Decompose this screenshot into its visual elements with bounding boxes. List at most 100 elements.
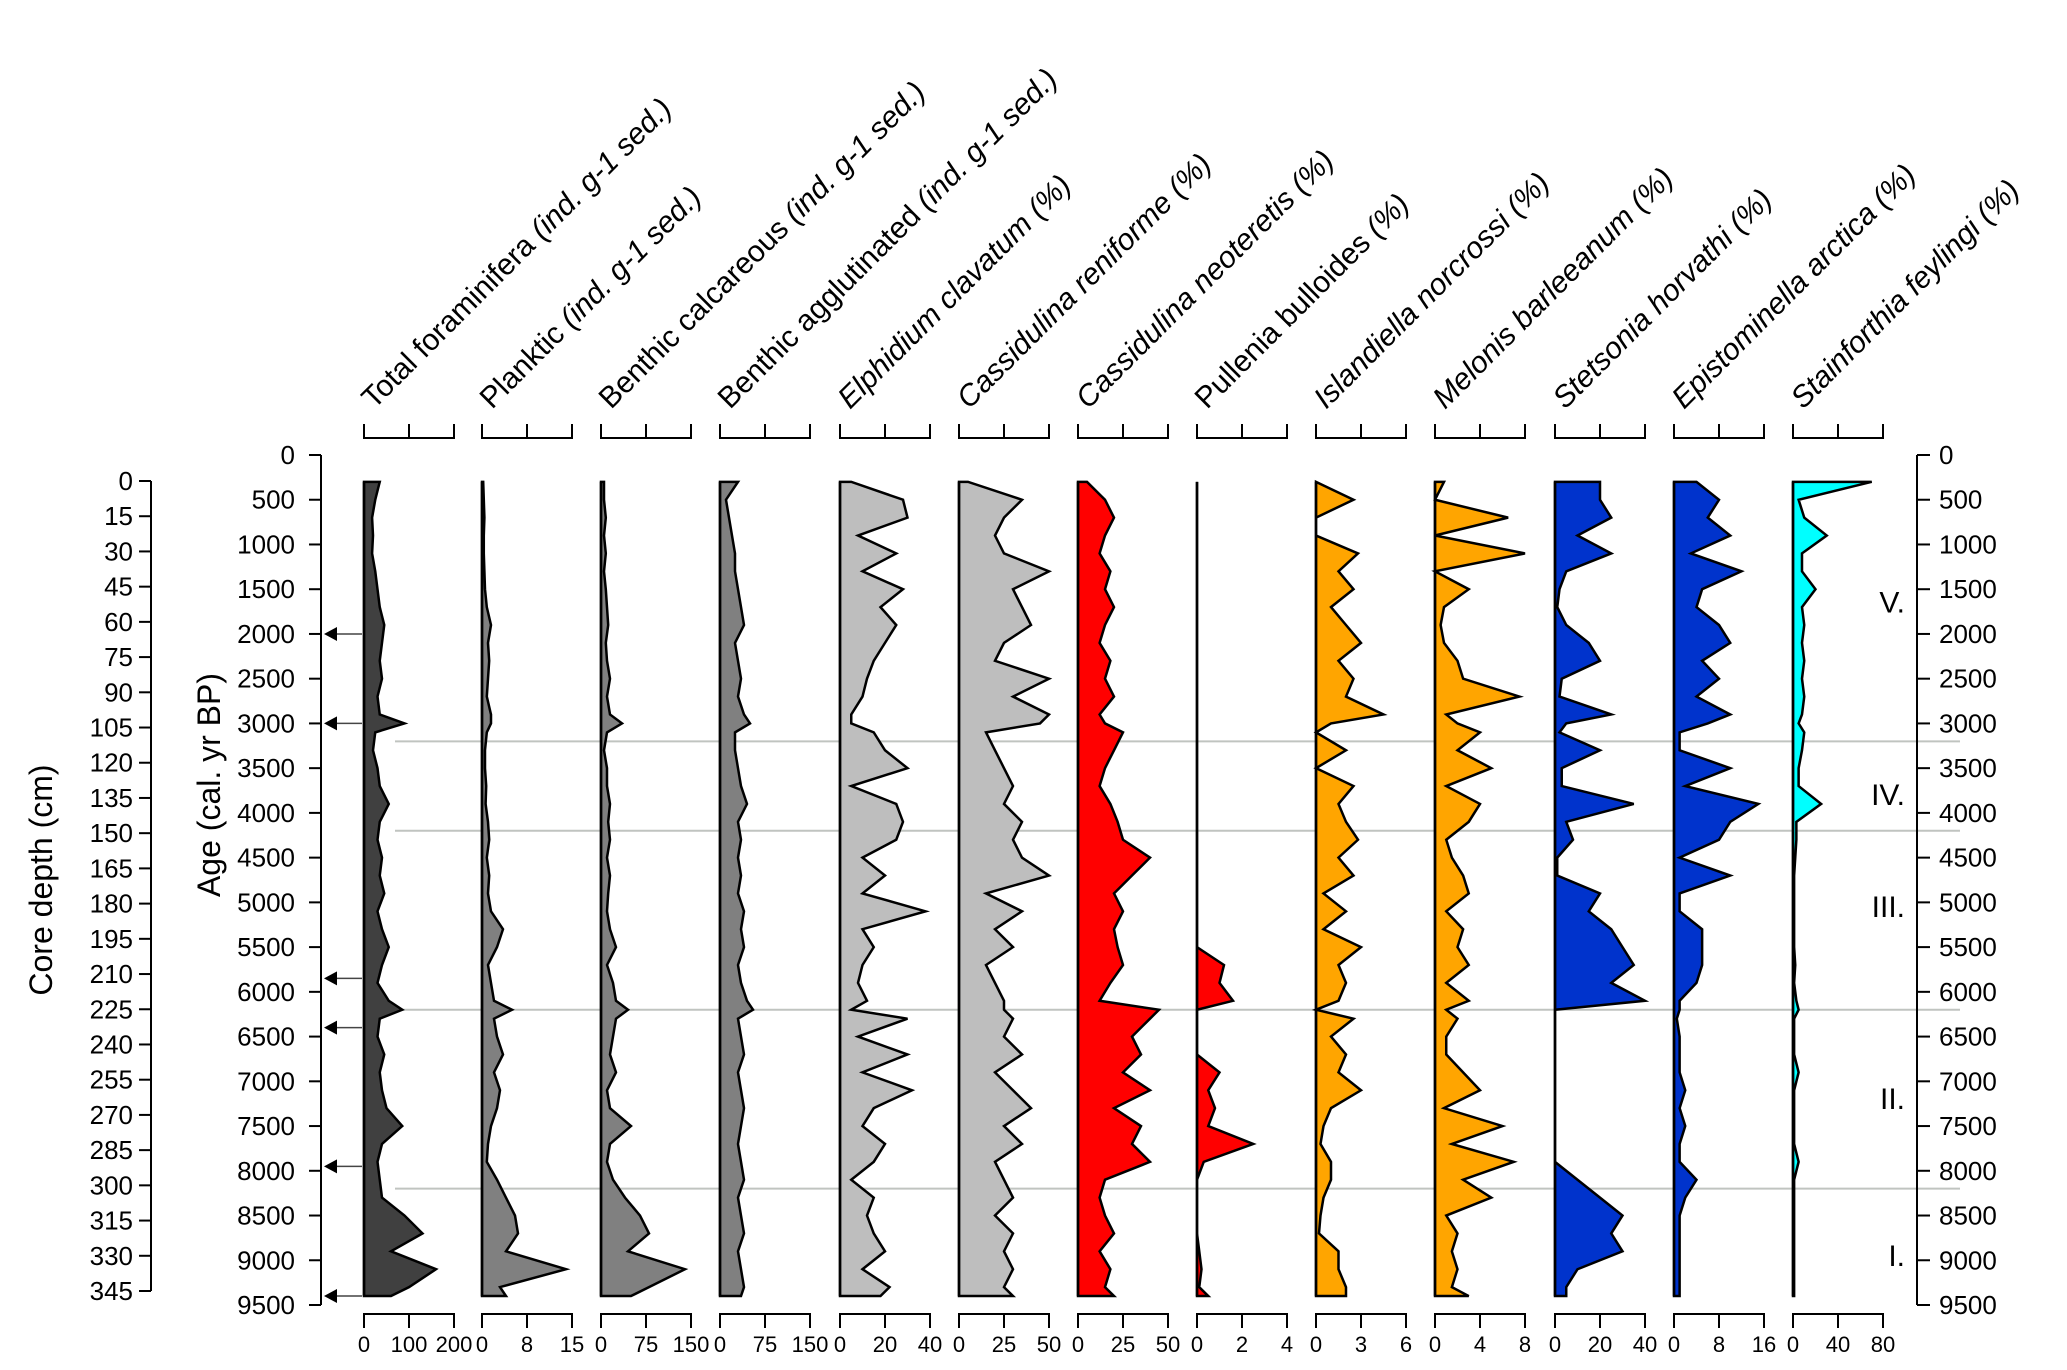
age-tick-label: 4500 bbox=[237, 843, 295, 873]
top-scale-bracket bbox=[1792, 424, 1884, 439]
depth-tick-label: 315 bbox=[90, 1206, 133, 1236]
x-tick-label: 20 bbox=[873, 1332, 897, 1357]
x-tick-label: 0 bbox=[595, 1332, 607, 1357]
bottom-scale-bracket bbox=[481, 1313, 573, 1328]
series-area bbox=[957, 480, 1053, 1298]
depth-tick-label: 345 bbox=[90, 1276, 133, 1306]
series-area bbox=[718, 480, 755, 1298]
species-name: Epistominella arctica bbox=[1666, 191, 1890, 415]
depth-tick-label: 255 bbox=[90, 1065, 133, 1095]
panel-header: Stetsonia horvathi (%) bbox=[1547, 183, 1779, 415]
top-scale-bracket bbox=[719, 424, 811, 439]
right-age-tick-label: 8500 bbox=[1939, 1201, 1997, 1231]
x-tick-label: 8 bbox=[521, 1332, 533, 1357]
right-age-tick-label: 6000 bbox=[1939, 977, 1997, 1007]
depth-tick-label: 60 bbox=[104, 607, 133, 637]
x-tick-label: 50 bbox=[1037, 1332, 1061, 1357]
series-area bbox=[599, 480, 689, 1298]
age-tick-label: 4000 bbox=[237, 798, 295, 828]
age-tick-label: 9500 bbox=[237, 1290, 295, 1320]
x-tick-label: 150 bbox=[792, 1332, 829, 1357]
x-tick-label: 8 bbox=[1713, 1332, 1725, 1357]
x-tick-label: 0 bbox=[1072, 1332, 1084, 1357]
depth-tick-label: 285 bbox=[90, 1135, 133, 1165]
age-tick-label: 3000 bbox=[237, 708, 295, 738]
series-area bbox=[480, 480, 571, 1298]
panel-header: Elphidium clavatum (%) bbox=[832, 169, 1078, 415]
right-age-tick-label: 8000 bbox=[1939, 1156, 1997, 1186]
series-area bbox=[1076, 480, 1162, 1298]
series-area bbox=[1553, 480, 1650, 1298]
bottom-scale-bracket bbox=[958, 1313, 1050, 1328]
depth-tick-label: 15 bbox=[104, 501, 133, 531]
right-age-tick-label: 3500 bbox=[1939, 753, 1997, 783]
right-age-tick-label: 5000 bbox=[1939, 887, 1997, 917]
panel-header: Pullenia bulloides (%) bbox=[1189, 188, 1416, 415]
x-tick-label: 75 bbox=[634, 1332, 658, 1357]
age-tick-label: 7000 bbox=[237, 1066, 295, 1096]
date-marker-arrow-icon bbox=[324, 1159, 337, 1174]
species-name: Melonis barleeanum bbox=[1427, 195, 1647, 415]
series-area bbox=[838, 480, 931, 1298]
depth-axis-title: Core depth (cm) bbox=[23, 764, 59, 995]
species-name: Planktic bbox=[474, 311, 578, 415]
age-tick-label: 1500 bbox=[237, 574, 295, 604]
bottom-scale-bracket bbox=[1554, 1313, 1646, 1328]
top-scale-bracket bbox=[1673, 424, 1765, 439]
top-scale-bracket bbox=[1315, 424, 1407, 439]
right-age-tick-label: 0 bbox=[1939, 440, 1953, 470]
bottom-scale-bracket bbox=[1434, 1313, 1526, 1328]
top-scale-bracket bbox=[1077, 424, 1169, 439]
date-marker-arrow-icon bbox=[324, 626, 337, 641]
x-tick-label: 0 bbox=[714, 1332, 726, 1357]
panel-header: Melonis barleeanum (%) bbox=[1427, 162, 1680, 415]
panel-header: Stainforthia feylingi (%) bbox=[1785, 173, 2026, 414]
right-age-tick-label: 9000 bbox=[1939, 1245, 1997, 1275]
age-tick-label: 8000 bbox=[237, 1156, 295, 1186]
depth-tick-label: 210 bbox=[90, 959, 133, 989]
panel-header: Planktic (ind. g-1 sed.) bbox=[474, 181, 708, 415]
depth-tick-label: 45 bbox=[104, 572, 133, 602]
age-tick-label: 9000 bbox=[237, 1245, 295, 1275]
zone-label: II. bbox=[1880, 1083, 1905, 1116]
x-tick-label: 40 bbox=[1826, 1332, 1850, 1357]
age-tick-label: 5500 bbox=[237, 932, 295, 962]
depth-tick-label: 330 bbox=[90, 1241, 133, 1271]
depth-tick-label: 165 bbox=[90, 853, 133, 883]
top-scale-bracket bbox=[363, 424, 455, 439]
x-tick-label: 0 bbox=[1310, 1332, 1322, 1357]
date-marker-arrow-icon bbox=[324, 1020, 337, 1035]
x-tick-label: 80 bbox=[1871, 1332, 1895, 1357]
top-scale-bracket bbox=[600, 424, 692, 439]
right-age-tick-label: 7000 bbox=[1939, 1066, 1997, 1096]
right-age-tick-label: 5500 bbox=[1939, 932, 1997, 962]
depth-tick-label: 240 bbox=[90, 1029, 133, 1059]
bottom-scale-bracket bbox=[839, 1313, 931, 1328]
x-tick-label: 25 bbox=[1111, 1332, 1135, 1357]
series-area bbox=[362, 480, 439, 1298]
right-age-tick-label: 2000 bbox=[1939, 619, 1997, 649]
x-tick-label: 0 bbox=[476, 1332, 488, 1357]
bottom-scale-bracket bbox=[1673, 1313, 1765, 1328]
top-scale-bracket bbox=[958, 424, 1050, 439]
bottom-scale-bracket bbox=[1077, 1313, 1169, 1328]
age-tick-label: 6000 bbox=[237, 977, 295, 1007]
age-tick-label: 8500 bbox=[237, 1201, 295, 1231]
date-marker-arrow-icon bbox=[324, 971, 337, 986]
top-scale-bracket bbox=[1434, 424, 1526, 439]
x-tick-label: 0 bbox=[953, 1332, 965, 1357]
right-age-tick-label: 7500 bbox=[1939, 1111, 1997, 1141]
top-scale-bracket bbox=[481, 424, 573, 439]
series-area bbox=[1195, 481, 1257, 1298]
bottom-scale-bracket bbox=[1792, 1313, 1884, 1328]
x-tick-label: 8 bbox=[1519, 1332, 1531, 1357]
zone-label: IV. bbox=[1871, 779, 1905, 812]
depth-tick-label: 150 bbox=[90, 818, 133, 848]
x-tick-label: 200 bbox=[436, 1332, 473, 1357]
bottom-scale-bracket bbox=[1196, 1313, 1288, 1328]
species-name: Islandiella norcrossi bbox=[1308, 199, 1524, 415]
x-tick-label: 75 bbox=[753, 1332, 777, 1357]
panel-header: Epistominella arctica (%) bbox=[1666, 158, 1923, 415]
bottom-scale-bracket bbox=[1315, 1313, 1407, 1328]
depth-tick-label: 105 bbox=[90, 713, 133, 743]
